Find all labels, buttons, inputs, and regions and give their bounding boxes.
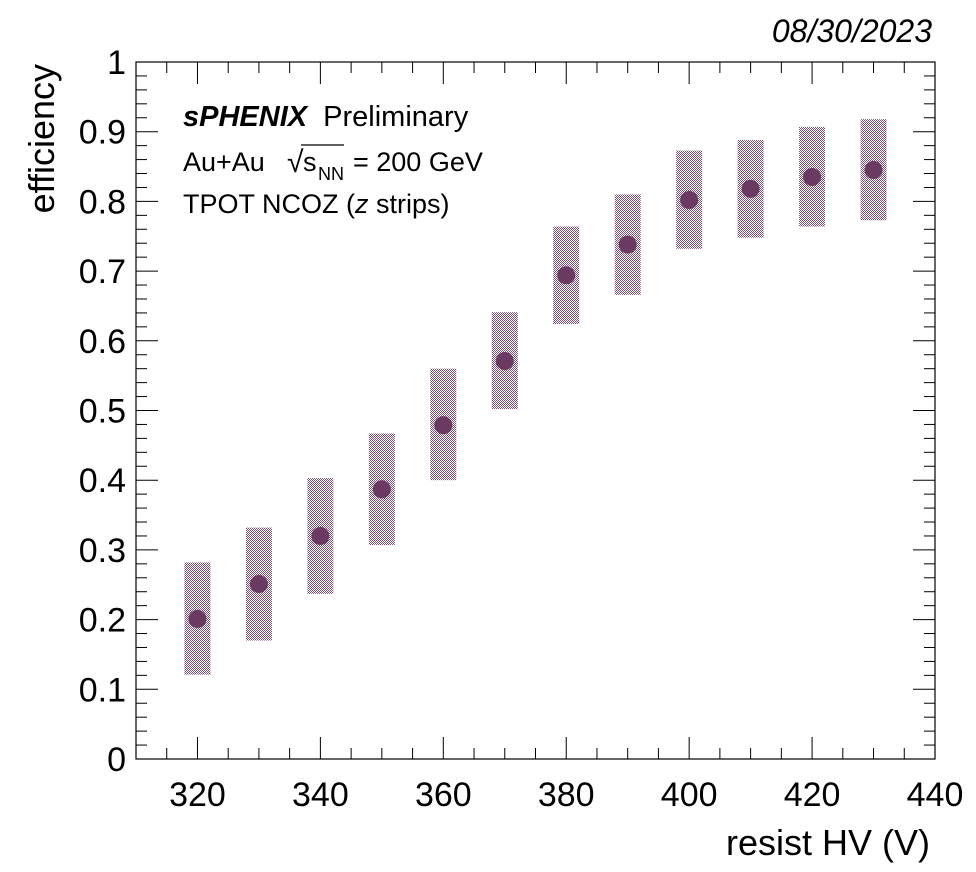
y-tick-label-10: 1 bbox=[107, 44, 126, 82]
sqrt-radical: √ bbox=[287, 146, 304, 179]
experiment-name: sPHENIX bbox=[183, 101, 309, 133]
detector-var: z bbox=[354, 189, 369, 219]
collision-system: Au+Au bbox=[183, 147, 265, 177]
data-point-340 bbox=[311, 526, 330, 545]
x-tick-label-360: 360 bbox=[415, 776, 472, 814]
data-point-380 bbox=[557, 266, 576, 285]
detector-prefix: TPOT NCOZ ( bbox=[183, 189, 355, 219]
data-point-400 bbox=[680, 191, 699, 210]
y-tick-label-7: 0.7 bbox=[79, 253, 126, 291]
data-point-320 bbox=[188, 609, 207, 628]
collision-label: Au+Au bbox=[183, 147, 265, 177]
y-tick-label-8: 0.8 bbox=[79, 183, 126, 221]
data-markers bbox=[188, 161, 883, 628]
experiment-label: sPHENIX Preliminary bbox=[183, 101, 469, 133]
energy-value: = 200 GeV bbox=[353, 147, 483, 177]
y-tick-label-6: 0.6 bbox=[79, 323, 126, 361]
y-tick-label-1: 0.1 bbox=[79, 671, 126, 709]
y-axis-title: efficiency bbox=[21, 64, 62, 213]
x-axis-title: resist HV (V) bbox=[726, 822, 930, 863]
energy-sub: NN bbox=[318, 164, 344, 184]
data-point-350 bbox=[372, 480, 391, 499]
sqrt-s-nn: √ s NN = 200 GeV bbox=[287, 144, 483, 184]
y-tick-label-0: 0 bbox=[107, 741, 126, 779]
data-point-360 bbox=[434, 416, 453, 435]
date-label: 08/30/2023 bbox=[772, 13, 932, 49]
x-tick-label-400: 400 bbox=[661, 776, 718, 814]
y-tick-label-9: 0.9 bbox=[79, 114, 126, 152]
x-tick-label-340: 340 bbox=[292, 776, 349, 814]
y-tick-label-4: 0.4 bbox=[79, 462, 126, 500]
data-point-410 bbox=[741, 179, 760, 198]
data-point-330 bbox=[249, 575, 268, 594]
status-label: Preliminary bbox=[323, 101, 469, 133]
x-tick-label-380: 380 bbox=[538, 776, 595, 814]
data-point-430 bbox=[864, 161, 883, 180]
y-tick-label-3: 0.3 bbox=[79, 532, 126, 570]
data-point-420 bbox=[803, 168, 822, 187]
energy-var: s bbox=[303, 147, 317, 177]
x-tick-label-320: 320 bbox=[169, 776, 226, 814]
x-tick-label-440: 440 bbox=[907, 776, 964, 814]
tick-labels: 320 340 360 380 400 420 440 0 0.1 0.2 0.3 0.4 0.5 0.6… bbox=[79, 44, 964, 814]
y-tick-label-2: 0.2 bbox=[79, 602, 126, 640]
detector-suffix: strips) bbox=[369, 189, 450, 219]
x-tick-label-420: 420 bbox=[784, 776, 841, 814]
axis-ticks bbox=[135, 61, 936, 760]
y-tick-label-5: 0.5 bbox=[79, 393, 126, 431]
data-point-390 bbox=[618, 235, 637, 254]
data-point-370 bbox=[495, 352, 514, 371]
detector-label: TPOT NCOZ (z strips) bbox=[183, 189, 450, 219]
